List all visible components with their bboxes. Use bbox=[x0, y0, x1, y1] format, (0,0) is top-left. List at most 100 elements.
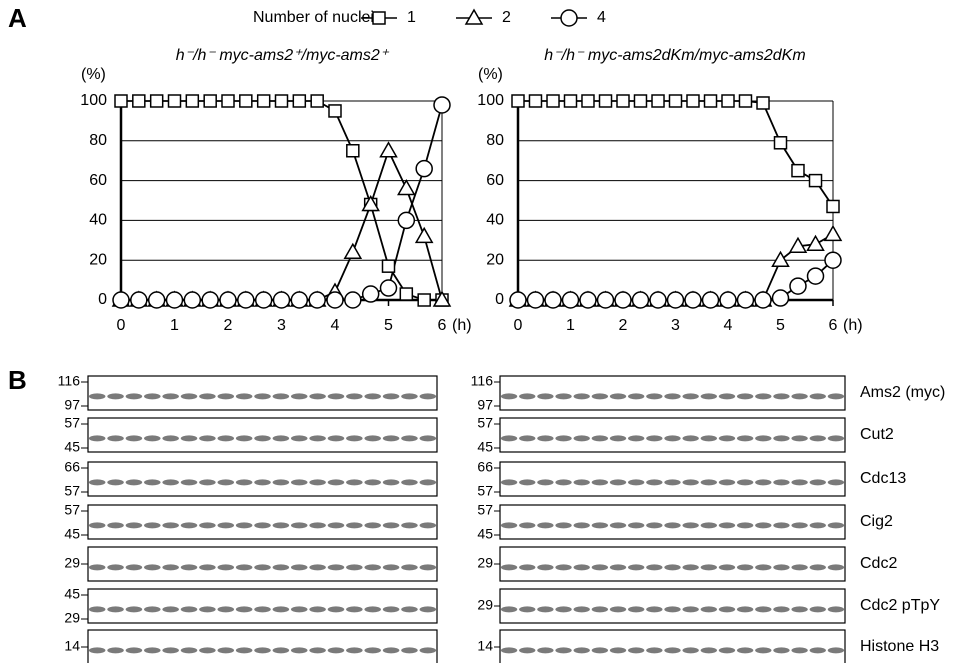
blot-band bbox=[88, 606, 106, 613]
y-tick-label: 60 bbox=[486, 172, 504, 189]
blot-band bbox=[272, 522, 290, 529]
blot-label: Cdc13 bbox=[860, 470, 906, 487]
blot-band bbox=[519, 647, 536, 654]
blot-band bbox=[555, 522, 572, 529]
blot-frame bbox=[499, 461, 846, 497]
blot-band bbox=[773, 606, 790, 613]
marker-circle bbox=[579, 291, 597, 309]
blot-band bbox=[162, 564, 179, 571]
blot-frame bbox=[87, 629, 438, 663]
blot-band bbox=[555, 435, 572, 442]
blot-band bbox=[628, 606, 645, 613]
blot-band bbox=[736, 606, 754, 613]
blot-band bbox=[555, 393, 572, 400]
blot-band bbox=[646, 606, 663, 613]
blot-band bbox=[180, 393, 198, 400]
chart-title: h⁻/h⁻ myc-ams2⁺/myc-ams2⁺ bbox=[176, 47, 390, 64]
x-tick-label: 6 bbox=[438, 317, 447, 334]
blot-band bbox=[401, 479, 418, 486]
blot-band bbox=[791, 647, 808, 654]
blot-band bbox=[254, 564, 271, 571]
blot-band bbox=[809, 564, 826, 571]
blot-band bbox=[773, 564, 790, 571]
blot-frame bbox=[87, 461, 438, 497]
marker-circle bbox=[219, 291, 237, 309]
blot-band bbox=[718, 564, 736, 571]
blot-band bbox=[272, 393, 290, 400]
blot-band bbox=[664, 435, 681, 442]
blot-band bbox=[199, 393, 216, 400]
mw-marker: 97 bbox=[64, 397, 80, 413]
marker-circle bbox=[290, 291, 309, 309]
blot-band bbox=[755, 606, 772, 613]
blot-band bbox=[827, 479, 845, 486]
blot-band bbox=[346, 479, 363, 486]
blot-band bbox=[88, 564, 106, 571]
blot-band bbox=[327, 393, 345, 400]
x-tick-label: 0 bbox=[514, 317, 523, 334]
marker-square bbox=[185, 94, 200, 108]
marker-square bbox=[511, 94, 525, 108]
blot-band bbox=[628, 435, 645, 442]
marker-triangle bbox=[397, 179, 416, 196]
marker-square bbox=[563, 94, 578, 108]
blot-band bbox=[217, 479, 235, 486]
blot-band bbox=[346, 522, 363, 529]
blot-band bbox=[700, 522, 717, 529]
blot-band bbox=[500, 522, 518, 529]
blot-band bbox=[88, 435, 106, 442]
chart-title: h⁻/h⁻ myc-ams2dKm/myc-ams2dKm bbox=[544, 47, 805, 64]
blot-band bbox=[309, 564, 326, 571]
blot-band bbox=[609, 393, 627, 400]
blot-band bbox=[500, 393, 518, 400]
blot-band bbox=[555, 647, 572, 654]
blot-band bbox=[217, 393, 235, 400]
marker-circle bbox=[509, 291, 527, 309]
blot-band bbox=[125, 479, 143, 486]
blot-band bbox=[646, 393, 663, 400]
blot-band bbox=[327, 606, 345, 613]
blot-band bbox=[791, 522, 808, 529]
blot-band bbox=[755, 564, 772, 571]
blot-label: Histone H3 bbox=[860, 638, 939, 655]
marker-circle bbox=[561, 291, 580, 309]
y-axis-label: (%) bbox=[478, 66, 503, 83]
blot-band bbox=[144, 435, 161, 442]
blot-band bbox=[827, 564, 845, 571]
marker-square bbox=[203, 94, 217, 108]
blot-band bbox=[162, 647, 179, 654]
blot-band bbox=[107, 647, 124, 654]
blot-band bbox=[272, 564, 290, 571]
blot-label: Cdc2 bbox=[860, 555, 897, 572]
blot-band bbox=[107, 522, 124, 529]
blot-band bbox=[327, 479, 345, 486]
blot-band bbox=[364, 435, 381, 442]
blot-band bbox=[500, 606, 518, 613]
legend-label: 1 bbox=[407, 9, 416, 26]
mw-marker: 29 bbox=[477, 597, 493, 613]
blot-frame bbox=[499, 629, 846, 663]
blot-band bbox=[125, 564, 143, 571]
blot-band bbox=[382, 479, 400, 486]
blot-band bbox=[519, 564, 536, 571]
blot-band bbox=[700, 435, 717, 442]
blot-band bbox=[573, 606, 590, 613]
marker-circle bbox=[130, 291, 148, 309]
blot-band bbox=[827, 647, 845, 654]
blot-band bbox=[235, 606, 253, 613]
y-tick-label: 80 bbox=[486, 132, 504, 149]
blot-band bbox=[327, 647, 345, 654]
marker-square bbox=[581, 94, 595, 108]
blot-band bbox=[364, 479, 381, 486]
blot-band bbox=[791, 393, 808, 400]
blot-band bbox=[791, 479, 808, 486]
y-tick-label: 100 bbox=[477, 92, 504, 109]
blot-band bbox=[419, 606, 437, 613]
blot-band bbox=[537, 393, 554, 400]
marker-triangle bbox=[432, 290, 452, 307]
blot-band bbox=[125, 606, 143, 613]
blot-band bbox=[591, 435, 609, 442]
mw-marker: 116 bbox=[471, 373, 494, 389]
blot-band bbox=[791, 564, 808, 571]
blot-band bbox=[88, 393, 106, 400]
